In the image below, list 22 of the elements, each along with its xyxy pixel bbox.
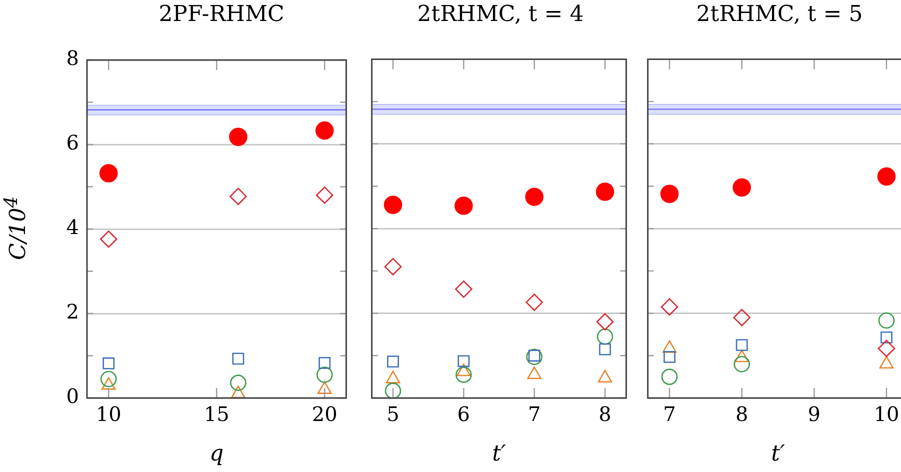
y-tick-label: 0 [66, 384, 79, 408]
x-tick-label: 6 [457, 402, 470, 426]
x-tick-label: 8 [598, 402, 612, 426]
x-axis-title: t′ [492, 442, 506, 467]
y-tick-label: 4 [66, 215, 79, 240]
x-tick-label: 15 [204, 402, 230, 426]
y-tick-label: 6 [66, 130, 79, 155]
x-tick-label: 10 [96, 402, 122, 426]
y-tick-label: 2 [66, 300, 79, 324]
x-tick-label: 20 [312, 402, 338, 426]
x-tick-label: 9 [808, 402, 821, 426]
x-tick-label: 5 [386, 402, 400, 426]
x-axis-title: t′ [771, 442, 785, 467]
x-axis-title: q [210, 442, 224, 467]
chart-title: 2PF-RHMC [158, 2, 286, 27]
chart-title: 2tRHMC, t = 5 [695, 2, 864, 27]
x-tick-label: 10 [874, 402, 900, 426]
x-tick-label: 7 [663, 402, 676, 426]
x-tick-label: 7 [528, 402, 541, 426]
chart-title: 2tRHMC, t = 4 [416, 2, 585, 27]
y-tick-label: 8 [66, 46, 79, 70]
x-tick-label: 8 [735, 402, 748, 426]
